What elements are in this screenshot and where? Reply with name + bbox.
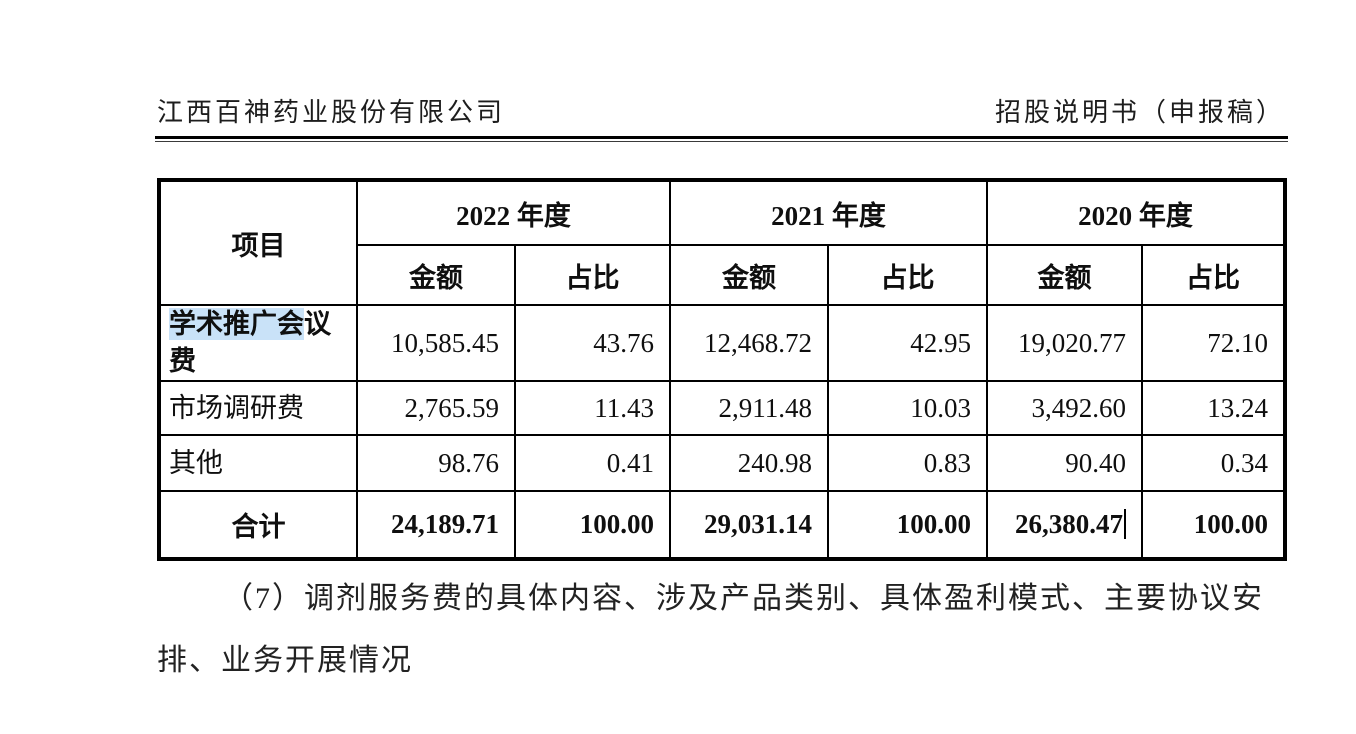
row-label-market-research: 市场调研费 bbox=[158, 380, 358, 436]
col-header-item: 项目 bbox=[158, 179, 358, 306]
col-header-ratio-2021: 占比 bbox=[827, 244, 988, 306]
cell-amount-2021: 240.98 bbox=[669, 434, 829, 492]
cell-ratio-2021: 42.95 bbox=[827, 304, 988, 382]
cell-amount-2022: 98.76 bbox=[356, 434, 516, 492]
cell-ratio-2021: 0.83 bbox=[827, 434, 988, 492]
table-row-other: 其他 98.76 0.41 240.98 0.83 90.40 0.34 bbox=[158, 434, 1286, 492]
cell-total-ratio-2020: 100.00 bbox=[1141, 490, 1286, 560]
paragraph-section-7: （7）调剂服务费的具体内容、涉及产品类别、具体盈利模式、主要协议安 排、业务开展… bbox=[157, 568, 1297, 692]
header-divider-thin-line bbox=[155, 141, 1288, 142]
col-header-amount-2022: 金额 bbox=[356, 244, 516, 306]
cell-amount-2020: 3,492.60 bbox=[986, 380, 1143, 436]
col-header-year-2021: 2021 年度 bbox=[669, 179, 988, 246]
cell-amount-2020: 19,020.77 bbox=[986, 304, 1143, 382]
cell-ratio-2022: 0.41 bbox=[514, 434, 671, 492]
cell-ratio-2022: 43.76 bbox=[514, 304, 671, 382]
table-row-academic-promotion: 学术推广会议费 10,585.45 43.76 12,468.72 42.95 … bbox=[158, 304, 1286, 382]
page-header: 江西百神药业股份有限公司 招股说明书（申报稿） bbox=[157, 92, 1285, 129]
col-header-ratio-2022: 占比 bbox=[514, 244, 671, 306]
table-row-market-research: 市场调研费 2,765.59 11.43 2,911.48 10.03 3,49… bbox=[158, 380, 1286, 436]
cell-amount-2021: 12,468.72 bbox=[669, 304, 829, 382]
cell-total-ratio-2021: 100.00 bbox=[827, 490, 988, 560]
col-header-year-2020: 2020 年度 bbox=[986, 179, 1286, 246]
cell-ratio-2020: 72.10 bbox=[1141, 304, 1286, 382]
paragraph-line-2: 排、业务开展情况 bbox=[157, 644, 413, 677]
col-header-amount-2021: 金额 bbox=[669, 244, 829, 306]
col-header-amount-2020: 金额 bbox=[986, 244, 1143, 306]
text-cursor bbox=[1124, 509, 1126, 539]
table-row-total: 合计 24,189.71 100.00 29,031.14 100.00 26,… bbox=[158, 490, 1286, 560]
cell-amount-2022: 10,585.45 bbox=[356, 304, 516, 382]
cell-ratio-2022: 11.43 bbox=[514, 380, 671, 436]
row-label-other: 其他 bbox=[158, 434, 358, 492]
promotion-expense-table: 项目 2022 年度 2021 年度 2020 年度 金额 占比 金额 占比 金… bbox=[157, 178, 1287, 561]
row-label-rest: 议费 bbox=[169, 309, 331, 376]
cell-amount-2021: 2,911.48 bbox=[669, 380, 829, 436]
doc-title: 招股说明书（申报稿） bbox=[994, 98, 1285, 127]
highlighted-text: 学术推广会 bbox=[169, 308, 304, 340]
cell-amount-2020: 90.40 bbox=[986, 434, 1143, 492]
paragraph-line-1: （7）调剂服务费的具体内容、涉及产品类别、具体盈利模式、主要协议安 bbox=[223, 582, 1264, 615]
col-header-ratio-2020: 占比 bbox=[1141, 244, 1286, 306]
row-label-academic-promotion: 学术推广会议费 bbox=[158, 304, 358, 382]
cell-total-amount-2021: 29,031.14 bbox=[669, 490, 829, 560]
cell-amount-2022: 2,765.59 bbox=[356, 380, 516, 436]
cell-total-ratio-2022: 100.00 bbox=[514, 490, 671, 560]
cell-total-amount-2022: 24,189.71 bbox=[356, 490, 516, 560]
col-header-year-2022: 2022 年度 bbox=[356, 179, 671, 246]
cell-ratio-2020: 13.24 bbox=[1141, 380, 1286, 436]
cell-ratio-2020: 0.34 bbox=[1141, 434, 1286, 492]
cell-ratio-2021: 10.03 bbox=[827, 380, 988, 436]
header-divider-thick-line bbox=[155, 136, 1288, 139]
row-label-total: 合计 bbox=[158, 490, 358, 560]
total-amount-2020-value: 26,380.47 bbox=[1015, 509, 1123, 539]
header-divider bbox=[155, 136, 1288, 142]
company-name: 江西百神药业股份有限公司 bbox=[157, 98, 506, 127]
cell-total-amount-2020: 26,380.47 bbox=[986, 490, 1143, 560]
